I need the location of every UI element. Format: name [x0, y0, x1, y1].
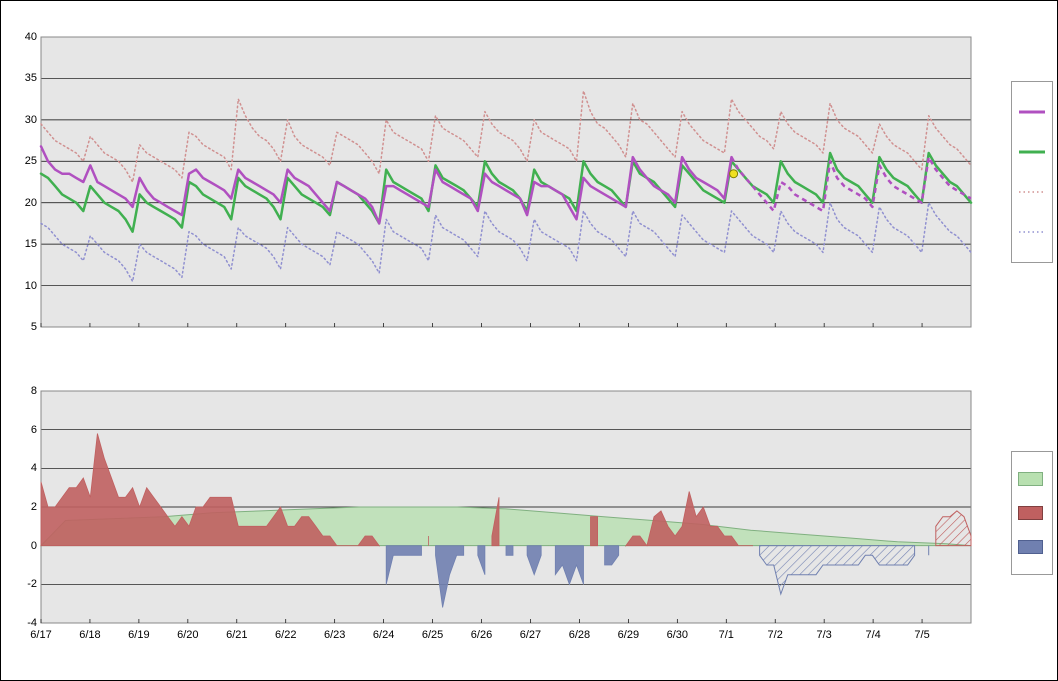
chart-frame: 5 10 15 20 25 30 35 40 -4 -2 0 2 4 6 8 6/17 6/18 6/19 6/…: [0, 0, 1058, 681]
bottom-chart-svg: [41, 391, 971, 623]
y-tick-label: 35: [7, 72, 37, 84]
x-tick-label: 6/29: [618, 629, 639, 641]
y-tick-label: 20: [7, 197, 37, 209]
legend-entry: [1018, 496, 1046, 530]
y-tick-label: 30: [7, 114, 37, 126]
legend-top: [1011, 81, 1053, 263]
y-tick-label: 5: [7, 321, 37, 333]
x-tick-label: 6/26: [471, 629, 492, 641]
top-chart-panel: [41, 37, 971, 327]
legend-bottom: [1011, 451, 1053, 575]
y-tick-label: -2: [7, 578, 37, 590]
x-tick-label: 6/25: [422, 629, 443, 641]
top-chart-svg: [41, 37, 971, 327]
x-tick-label: 7/2: [768, 629, 783, 641]
legend-entry: [1018, 132, 1046, 172]
x-tick-label: 7/1: [719, 629, 734, 641]
y-tick-label: 0: [7, 540, 37, 552]
x-tick-label: 7/4: [865, 629, 880, 641]
x-tick-label: 6/24: [373, 629, 394, 641]
x-tick-label: 7/3: [817, 629, 832, 641]
y-tick-label: 2: [7, 501, 37, 513]
x-tick-label: 6/21: [226, 629, 247, 641]
x-tick-label: 6/27: [520, 629, 541, 641]
y-tick-label: 6: [7, 424, 37, 436]
y-tick-label: 40: [7, 31, 37, 43]
legend-entry: [1018, 92, 1046, 132]
legend-entry: [1018, 530, 1046, 564]
x-tick-label: 6/19: [128, 629, 149, 641]
legend-entry: [1018, 462, 1046, 496]
x-tick-label: 7/5: [914, 629, 929, 641]
y-tick-label: 10: [7, 280, 37, 292]
x-tick-label: 6/30: [667, 629, 688, 641]
y-tick-label: 15: [7, 238, 37, 250]
bottom-chart-panel: [41, 391, 971, 623]
y-tick-label: -4: [7, 617, 37, 629]
x-tick-label: 6/23: [324, 629, 345, 641]
y-tick-label: 25: [7, 155, 37, 167]
y-tick-label: 8: [7, 385, 37, 397]
x-tick-label: 6/22: [275, 629, 296, 641]
x-tick-label: 6/18: [79, 629, 100, 641]
x-tick-label: 6/20: [177, 629, 198, 641]
y-tick-label: 4: [7, 462, 37, 474]
legend-entry: [1018, 172, 1046, 212]
x-tick-label: 6/17: [30, 629, 51, 641]
x-tick-label: 6/28: [569, 629, 590, 641]
legend-entry: [1018, 212, 1046, 252]
